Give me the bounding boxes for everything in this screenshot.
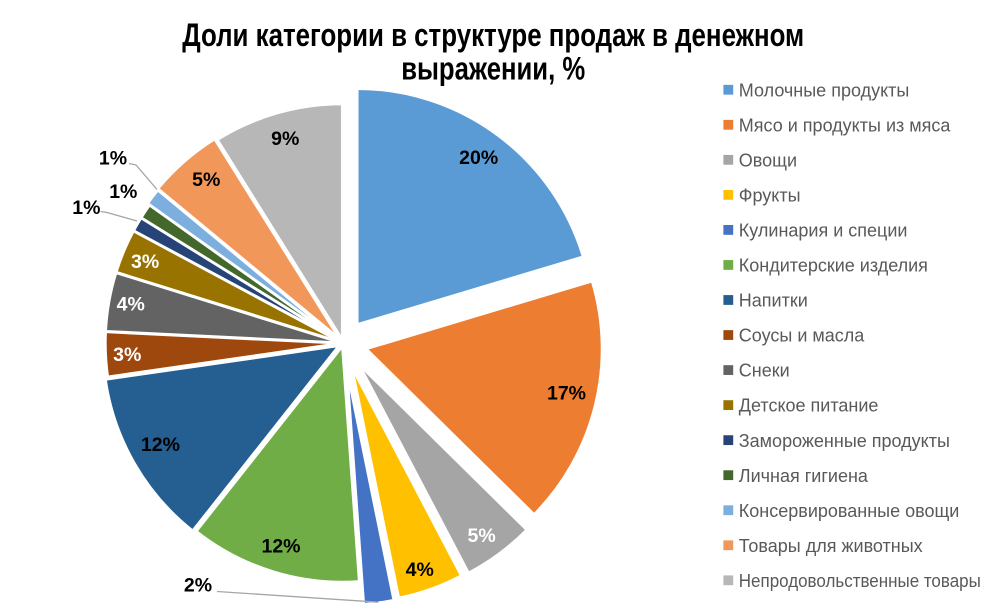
- svg-text:1%: 1%: [109, 181, 137, 203]
- svg-text:12%: 12%: [261, 536, 300, 558]
- svg-text:5%: 5%: [468, 525, 496, 547]
- svg-text:Овощи: Овощи: [739, 150, 797, 170]
- svg-text:9%: 9%: [271, 128, 299, 150]
- svg-text:3%: 3%: [131, 251, 159, 273]
- svg-text:4%: 4%: [117, 294, 145, 316]
- svg-text:2%: 2%: [184, 575, 212, 597]
- svg-text:Снеки: Снеки: [739, 361, 790, 381]
- svg-text:Товары для животных: Товары для животных: [739, 536, 923, 556]
- svg-text:Непродовольственные товары: Непродовольственные товары: [739, 571, 981, 591]
- svg-text:Кондитерские изделия: Кондитерские изделия: [739, 256, 928, 276]
- svg-text:Личная гигиена: Личная гигиена: [739, 466, 869, 486]
- svg-text:1%: 1%: [99, 148, 127, 170]
- svg-text:3%: 3%: [113, 344, 141, 366]
- svg-text:Детское питание: Детское питание: [739, 396, 879, 416]
- svg-text:Фрукты: Фрукты: [739, 185, 801, 205]
- svg-text:12%: 12%: [141, 434, 180, 456]
- svg-text:1%: 1%: [72, 197, 100, 219]
- svg-text:выражении, %: выражении, %: [401, 51, 585, 87]
- svg-text:Кулинария и специи: Кулинария и специи: [739, 221, 908, 241]
- svg-text:Доли категории в структуре про: Доли категории в структуре продаж в дене…: [182, 17, 804, 53]
- svg-text:Напитки: Напитки: [739, 291, 808, 311]
- svg-text:Консервированные овощи: Консервированные овощи: [739, 501, 960, 521]
- svg-text:20%: 20%: [459, 147, 498, 169]
- svg-text:Молочные продукты: Молочные продукты: [739, 80, 910, 100]
- svg-text:Замороженные продукты: Замороженные продукты: [739, 431, 950, 451]
- svg-text:Соусы и масла: Соусы и масла: [739, 326, 865, 346]
- svg-text:Мясо и продукты из мяса: Мясо и продукты из мяса: [739, 115, 952, 135]
- svg-text:5%: 5%: [192, 169, 220, 191]
- svg-text:4%: 4%: [406, 559, 434, 581]
- svg-text:17%: 17%: [547, 383, 586, 405]
